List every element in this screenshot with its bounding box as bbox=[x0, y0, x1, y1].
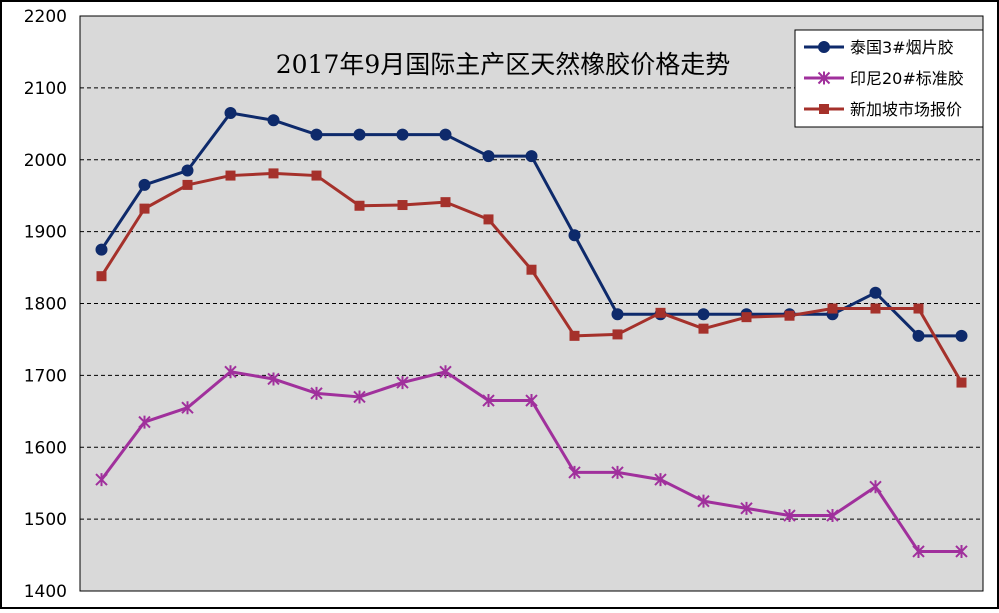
y-tick-label: 1900 bbox=[24, 223, 67, 243]
legend-label: 泰国3#烟片胶 bbox=[850, 38, 954, 57]
data-point bbox=[397, 200, 408, 211]
data-point bbox=[267, 114, 280, 127]
y-tick-label: 2000 bbox=[24, 151, 67, 171]
y-tick-label: 2200 bbox=[24, 7, 67, 27]
data-point bbox=[311, 170, 322, 181]
data-point bbox=[611, 465, 624, 479]
data-point bbox=[525, 150, 538, 163]
data-point bbox=[955, 544, 968, 558]
data-point bbox=[353, 390, 366, 404]
series-layer bbox=[95, 107, 968, 558]
legend-entry: 新加坡市场报价 bbox=[804, 100, 962, 119]
data-point bbox=[353, 128, 366, 141]
data-point bbox=[224, 365, 237, 379]
data-point bbox=[310, 386, 323, 400]
data-point bbox=[182, 179, 193, 190]
y-tick-label: 1500 bbox=[24, 510, 67, 530]
data-point bbox=[482, 150, 495, 163]
data-point bbox=[525, 394, 538, 408]
data-point bbox=[439, 365, 452, 379]
data-point bbox=[826, 509, 839, 523]
data-point bbox=[483, 214, 494, 225]
data-point bbox=[138, 415, 151, 429]
data-point bbox=[870, 303, 881, 314]
series-2 bbox=[95, 365, 968, 558]
series-3 bbox=[96, 168, 967, 388]
data-point bbox=[784, 310, 795, 321]
data-point bbox=[95, 473, 108, 487]
data-point bbox=[654, 473, 667, 487]
legend-marker bbox=[818, 41, 830, 53]
series-1 bbox=[95, 107, 968, 342]
data-point bbox=[697, 308, 710, 321]
y-tick-label: 1700 bbox=[24, 366, 67, 386]
data-point bbox=[224, 107, 237, 120]
chart-title: 2017年9月国际主产区天然橡胶价格走势 bbox=[276, 50, 731, 79]
data-point bbox=[440, 197, 451, 208]
data-point bbox=[396, 128, 409, 141]
data-point bbox=[268, 168, 279, 179]
data-point bbox=[912, 544, 925, 558]
data-point bbox=[181, 164, 194, 177]
data-point bbox=[568, 465, 581, 479]
data-point bbox=[267, 372, 280, 386]
data-point bbox=[95, 243, 108, 256]
data-point bbox=[956, 377, 967, 388]
plot-border bbox=[79, 15, 984, 592]
y-tick-label: 2100 bbox=[24, 79, 67, 99]
data-point bbox=[612, 329, 623, 340]
data-point bbox=[740, 501, 753, 515]
legend-entry: 泰国3#烟片胶 bbox=[804, 38, 954, 57]
data-point bbox=[181, 401, 194, 415]
data-point bbox=[912, 329, 925, 342]
data-point bbox=[611, 308, 624, 321]
data-point bbox=[697, 494, 710, 508]
data-point bbox=[138, 178, 151, 191]
data-point bbox=[482, 394, 495, 408]
data-point bbox=[783, 509, 796, 523]
data-point bbox=[913, 303, 924, 314]
y-tick-label: 1800 bbox=[24, 295, 67, 315]
data-point bbox=[827, 303, 838, 314]
legend-label: 新加坡市场报价 bbox=[850, 100, 962, 119]
data-point bbox=[869, 480, 882, 494]
y-axis: 1400 1500 1600 1700 1800 1900 2000 2100 2200 bbox=[24, 7, 67, 602]
legend-entry: 印尼20#标准胶 bbox=[804, 69, 964, 88]
data-point bbox=[310, 128, 323, 141]
data-point bbox=[741, 312, 752, 323]
data-point bbox=[869, 286, 882, 299]
y-tick-label: 1600 bbox=[24, 438, 67, 458]
data-point bbox=[655, 307, 666, 318]
data-point bbox=[698, 323, 709, 334]
data-point bbox=[139, 203, 150, 214]
legend-marker bbox=[819, 104, 829, 114]
data-point bbox=[96, 271, 107, 282]
data-point bbox=[354, 200, 365, 211]
data-point bbox=[439, 128, 452, 141]
data-point bbox=[526, 264, 537, 275]
data-point bbox=[225, 170, 236, 181]
legend-marker bbox=[817, 71, 831, 85]
data-point bbox=[568, 229, 581, 242]
data-point bbox=[955, 329, 968, 342]
data-point bbox=[396, 376, 409, 390]
legend-label: 印尼20#标准胶 bbox=[850, 69, 964, 88]
data-point bbox=[569, 330, 580, 341]
y-tick-label: 1400 bbox=[24, 582, 67, 602]
